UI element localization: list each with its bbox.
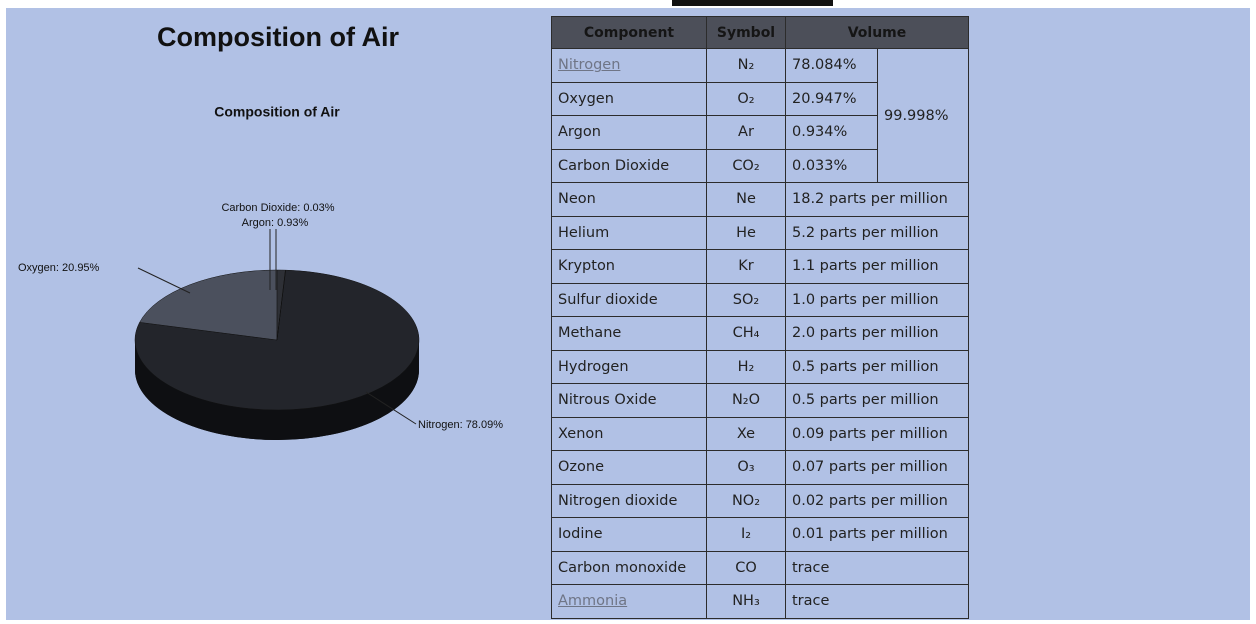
volume-cell: 78.084% bbox=[785, 48, 878, 83]
component-cell: Nitrogen bbox=[551, 48, 707, 83]
component-cell: Argon bbox=[551, 115, 707, 150]
symbol-cell: N₂ bbox=[706, 48, 786, 83]
header-row: Component Symbol Volume bbox=[551, 16, 969, 49]
volume-cell: 5.2 parts per million bbox=[785, 215, 969, 250]
volume-cell: trace bbox=[785, 584, 969, 619]
chart-title: Composition of Air bbox=[214, 104, 340, 120]
component-link[interactable]: Ammonia bbox=[558, 593, 628, 610]
volume-cell: 0.01 parts per million bbox=[785, 517, 969, 552]
symbol-cell: Ar bbox=[706, 115, 786, 150]
symbol-cell: O₃ bbox=[706, 450, 786, 485]
volume-cell: 1.0 parts per million bbox=[785, 282, 969, 317]
component-cell: Oxygen bbox=[551, 81, 707, 116]
table-row: Ozone O₃ 0.07 parts per million bbox=[551, 450, 969, 485]
slice-label: Carbon Dioxide: 0.03% bbox=[221, 202, 334, 214]
column-header: Component bbox=[551, 16, 707, 49]
table-row: Iodine I₂ 0.01 parts per million bbox=[551, 517, 969, 552]
volume-cell: 18.2 parts per million bbox=[785, 182, 969, 217]
symbol-cell: CO bbox=[706, 550, 786, 585]
component-cell: Nitrous Oxide bbox=[551, 383, 707, 418]
component-cell: Helium bbox=[551, 215, 707, 250]
table-row: Sulfur dioxide SO₂ 1.0 parts per million bbox=[551, 282, 969, 317]
table-row: Neon Ne 18.2 parts per million bbox=[551, 182, 969, 217]
volume-cell: 20.947% bbox=[785, 81, 878, 116]
volume-cell: 1.1 parts per million bbox=[785, 249, 969, 284]
leader-line bbox=[137, 267, 191, 294]
slice-label: Nitrogen: 78.09% bbox=[418, 419, 503, 431]
column-header: Volume bbox=[785, 16, 969, 49]
column-header: Symbol bbox=[706, 16, 786, 49]
table-row: Krypton Kr 1.1 parts per million bbox=[551, 249, 969, 284]
component-cell: Carbon Dioxide bbox=[551, 148, 707, 183]
heading: Composition of Air bbox=[157, 22, 399, 52]
component-cell: Xenon bbox=[551, 416, 707, 451]
volume-cell: 2.0 parts per million bbox=[785, 316, 969, 351]
pie-slice bbox=[276, 269, 286, 341]
symbol-cell: CO₂ bbox=[706, 148, 786, 183]
composition-table: Component Symbol Volume Nitrogen N₂ 78.084% 9… bbox=[551, 16, 969, 619]
component-cell: Iodine bbox=[551, 517, 707, 552]
table-row: Nitrogen dioxide NO₂ 0.02 parts per millio… bbox=[551, 483, 969, 518]
component-cell: Nitrogen dioxide bbox=[551, 483, 707, 518]
symbol-cell: Kr bbox=[706, 249, 786, 284]
symbol-cell: Xe bbox=[706, 416, 786, 451]
component-cell: Neon bbox=[551, 182, 707, 217]
total-cell: 99.998% bbox=[877, 48, 969, 183]
pie-chart: Composition of Air Nitrogen: 78.09% Oxyge… bbox=[18, 104, 503, 440]
volume-cell: 0.934% bbox=[785, 115, 878, 150]
pie-slice bbox=[139, 269, 278, 341]
top-bar bbox=[672, 0, 833, 6]
symbol-cell: SO₂ bbox=[706, 282, 786, 317]
table-row: Xenon Xe 0.09 parts per million bbox=[551, 416, 969, 451]
symbol-cell: NO₂ bbox=[706, 483, 786, 518]
symbol-cell: H₂ bbox=[706, 349, 786, 384]
table-row: Nitrogen N₂ 78.084% 99.998% bbox=[551, 48, 969, 183]
symbol-cell: I₂ bbox=[706, 517, 786, 552]
volume-cell: 0.02 parts per million bbox=[785, 483, 969, 518]
volume-cell: 0.5 parts per million bbox=[785, 383, 969, 418]
volume-cell: 0.09 parts per million bbox=[785, 416, 969, 451]
volume-cell: 0.033% bbox=[785, 148, 878, 183]
component-cell: Methane bbox=[551, 316, 707, 351]
table-row: Carbon monoxide CO trace bbox=[551, 550, 969, 585]
symbol-cell: O₂ bbox=[706, 81, 786, 116]
component-cell: Carbon monoxide bbox=[551, 550, 707, 585]
table-row: Nitrous Oxide N₂O 0.5 parts per million bbox=[551, 383, 969, 418]
table-row: Argon Ar 0.934% bbox=[551, 115, 969, 150]
volume-cell: 0.07 parts per million bbox=[785, 450, 969, 485]
slice-label: Oxygen: 20.95% bbox=[18, 262, 100, 274]
component-link[interactable]: Nitrogen bbox=[558, 57, 621, 74]
symbol-cell: NH₃ bbox=[706, 584, 786, 619]
component-cell: Krypton bbox=[551, 249, 707, 284]
symbol-cell: Ne bbox=[706, 182, 786, 217]
table-row: Helium He 5.2 parts per million bbox=[551, 215, 969, 250]
slice-label: Argon: 0.93% bbox=[242, 217, 309, 229]
component-cell: Hydrogen bbox=[551, 349, 707, 384]
symbol-cell: CH₄ bbox=[706, 316, 786, 351]
leader-line bbox=[365, 391, 417, 425]
table-row: Oxygen O₂ 20.947% bbox=[551, 81, 969, 116]
symbol-cell: He bbox=[706, 215, 786, 250]
component-cell: Sulfur dioxide bbox=[551, 282, 707, 317]
table-row: Ammonia NH₃ trace bbox=[551, 584, 969, 619]
component-cell: Ozone bbox=[551, 450, 707, 485]
volume-cell: 0.5 parts per million bbox=[785, 349, 969, 384]
component-cell: Ammonia bbox=[551, 584, 707, 619]
volume-cell: trace bbox=[785, 550, 969, 585]
table-row: Methane CH₄ 2.0 parts per million bbox=[551, 316, 969, 351]
symbol-cell: N₂O bbox=[706, 383, 786, 418]
table-row: Hydrogen H₂ 0.5 parts per million bbox=[551, 349, 969, 384]
